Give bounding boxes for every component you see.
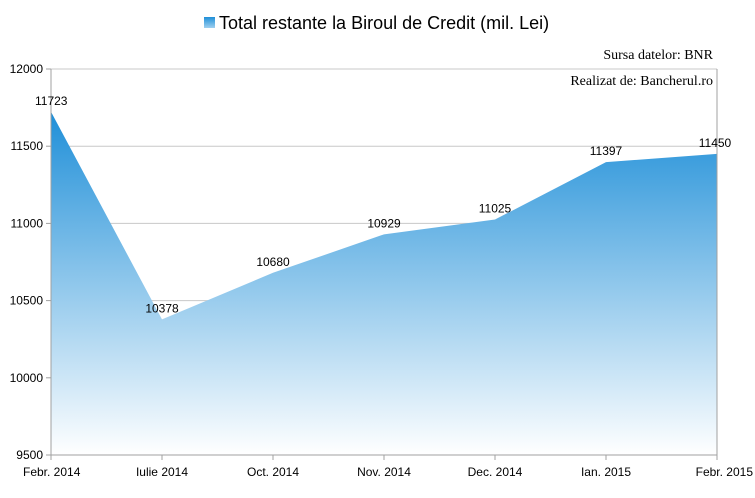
y-tick-label: 10500 [10,294,44,308]
y-axis-ticks: 9500 10000 10500 11000 11500 12000 [10,62,51,462]
x-tick-label: Iulie 2014 [136,465,188,479]
y-tick-label: 9500 [16,448,43,462]
x-tick-label: Febr. 2014 [23,465,81,479]
data-labels: 11723 10378 10680 10929 11025 11397 11450 [35,94,732,316]
data-label: 11397 [590,144,623,158]
data-label: 10680 [256,255,290,269]
data-label: 11723 [35,94,68,108]
x-tick-label: Febr. 2015 [696,465,754,479]
data-label: 10378 [145,301,179,315]
data-area [51,111,717,455]
x-tick-label: Nov. 2014 [357,465,411,479]
source-note: Sursa datelor: BNR [603,48,713,63]
legend: Total restante la Biroul de Credit (mil.… [204,13,549,33]
y-tick-label: 11500 [11,139,44,153]
x-tick-label: Oct. 2014 [247,465,299,479]
y-tick-label: 11000 [11,216,44,230]
legend-swatch [204,17,215,28]
x-tick-label: Ian. 2015 [581,465,631,479]
legend-label: Total restante la Biroul de Credit (mil.… [219,13,549,33]
x-tick-label: Dec. 2014 [468,465,523,479]
y-tick-label: 10000 [10,371,44,385]
data-label: 10929 [367,216,401,230]
data-label: 11025 [479,202,512,216]
y-tick-label: 12000 [10,62,44,76]
data-label: 11450 [699,136,732,150]
author-note: Realizat de: Bancherul.ro [570,74,713,89]
x-axis-ticks: Febr. 2014 Iulie 2014 Oct. 2014 Nov. 2014 De… [23,455,753,479]
series-area [51,111,717,455]
